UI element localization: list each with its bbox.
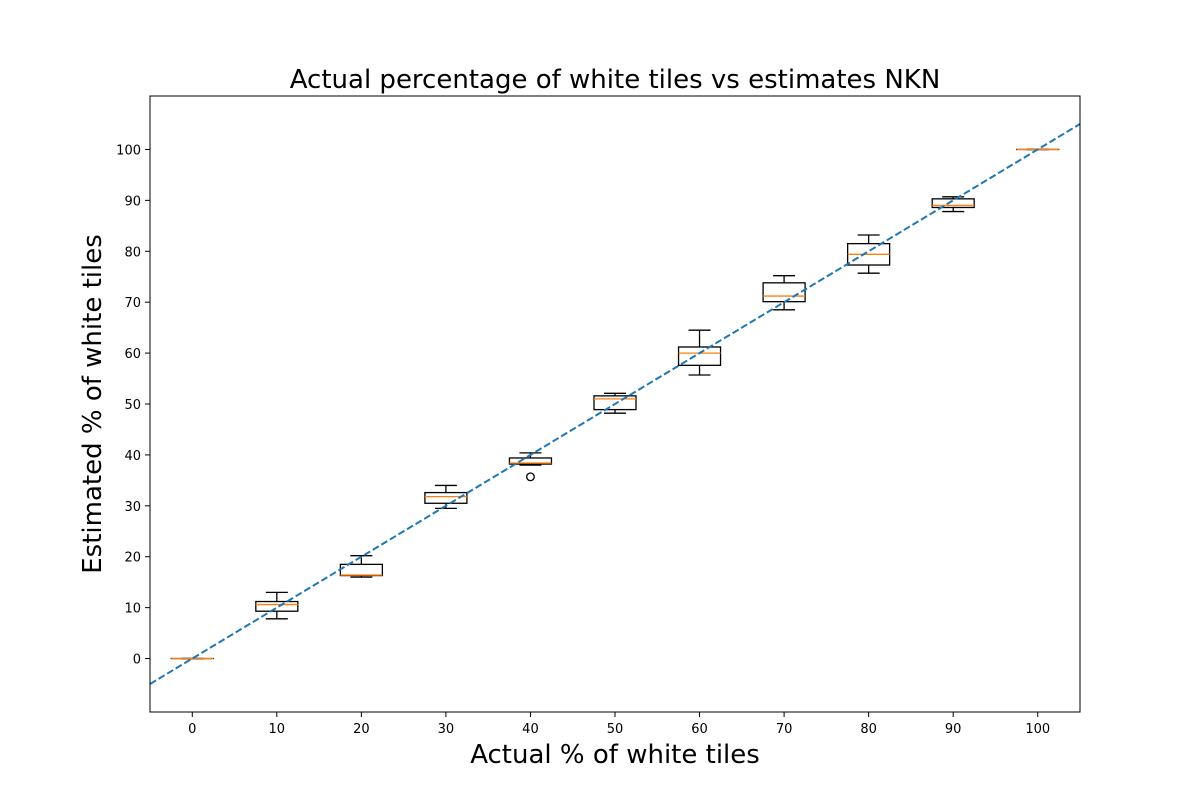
y-tick-label-10: 10 xyxy=(124,602,141,617)
box-90-iqr-box xyxy=(931,198,975,209)
x-tick-label-80: 80 xyxy=(860,722,877,737)
y-axis-label: Estimated % of white tiles xyxy=(78,234,108,574)
box-50-iqr-box xyxy=(593,395,637,411)
box-30-iqr-box xyxy=(424,491,468,504)
box-10-iqr-box xyxy=(255,600,299,612)
x-tick-label-60: 60 xyxy=(691,722,708,737)
x-axis-label: Actual % of white tiles xyxy=(470,740,760,770)
y-tick-label-100: 100 xyxy=(116,143,141,158)
box-60-iqr-box xyxy=(677,346,722,366)
y-tick-label-70: 70 xyxy=(124,296,141,311)
y-tick-label-60: 60 xyxy=(124,347,141,362)
y-tick-label-40: 40 xyxy=(124,449,141,464)
y-tick-label-50: 50 xyxy=(124,398,141,413)
plot-area: 0 10 20 30 40 50 60 70 80 90 100 0 10 20 30 40 50 60 70 80 9… xyxy=(116,95,1081,737)
y-tick-label-90: 90 xyxy=(124,194,141,209)
x-tick-label-0: 0 xyxy=(188,722,196,737)
x-tick-label-90: 90 xyxy=(945,722,962,737)
x-tick-label-50: 50 xyxy=(607,722,624,737)
y-tick-label-0: 0 xyxy=(133,653,141,668)
x-tick-label-10: 10 xyxy=(269,722,286,737)
x-tick-label-30: 30 xyxy=(438,722,455,737)
x-tick-label-40: 40 xyxy=(522,722,539,737)
y-tick-label-20: 20 xyxy=(124,551,141,566)
x-tick-label-100: 100 xyxy=(1025,722,1050,737)
y-tick-label-30: 30 xyxy=(124,500,141,515)
box-40-iqr-box xyxy=(508,457,553,465)
chart-title: Actual percentage of white tiles vs esti… xyxy=(290,65,941,95)
reference-line xyxy=(150,123,1080,685)
x-tick-label-20: 20 xyxy=(353,722,370,737)
x-tick-label-70: 70 xyxy=(776,722,793,737)
box-40-flier-0 xyxy=(526,472,535,482)
y-tick-label-80: 80 xyxy=(124,245,141,260)
